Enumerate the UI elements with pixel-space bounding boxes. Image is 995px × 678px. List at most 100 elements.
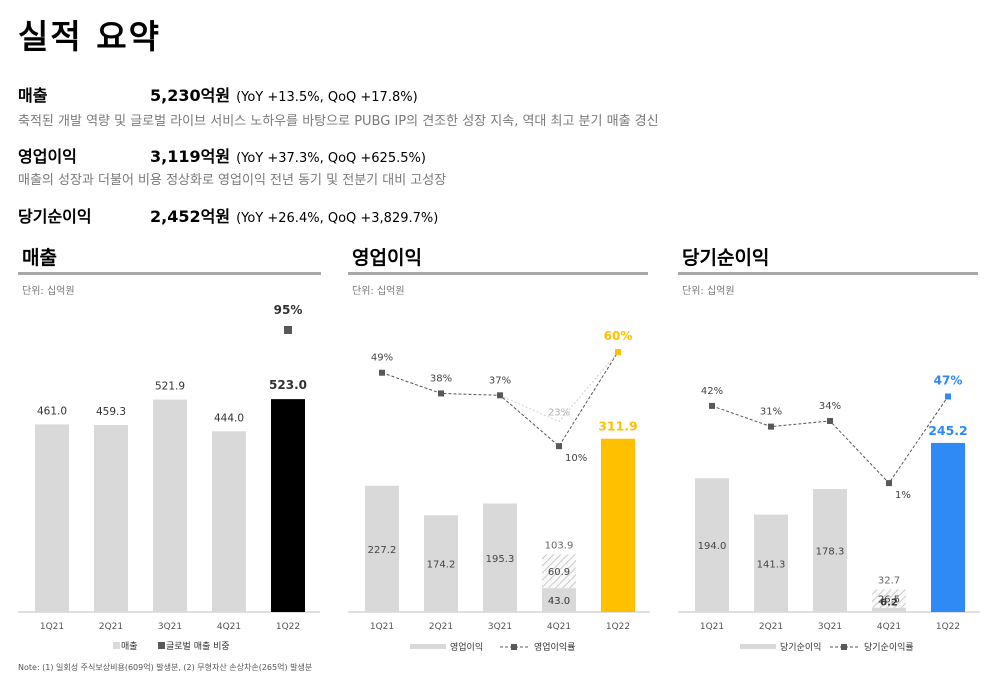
revenue-bar-3Q21 <box>153 399 187 612</box>
net-x-tick-2Q21: 2Q21 <box>759 622 783 632</box>
revenue-x-tick-4Q21: 4Q21 <box>217 622 241 632</box>
revenue-legend-share-label: 글로벌 매출 비중 <box>166 641 230 652</box>
net-x-tick-4Q21: 4Q21 <box>877 622 901 632</box>
net-panel-unit: 단위: 십억원 <box>682 286 735 297</box>
net-bar-3Q21 <box>813 489 847 612</box>
op-legend-line-marker <box>511 644 517 650</box>
revenue-bar-4Q21 <box>212 431 246 612</box>
net-chart: 194.0 1Q21 141.3 2Q21 178.3 3Q21 26.5 32.7 6.2 4Q… <box>678 373 980 653</box>
op-delta: (YoY +37.3%, QoQ +625.5%) <box>236 151 426 166</box>
op-margin-label-1Q21: 49% <box>371 353 393 364</box>
net-summary: 당기순이익 2,452억원 (YoY +26.4%, QoQ +3,829.7%… <box>18 203 438 227</box>
op-margin-point-3Q21 <box>497 392 503 399</box>
revenue-x-tick-2Q21: 2Q21 <box>99 622 123 632</box>
net-margin-point-1Q22 <box>945 393 951 400</box>
net-legend-line-label: 당기순이익률 <box>864 641 914 653</box>
op-legend-line-label: 영업이익률 <box>534 641 575 653</box>
op-label: 영업이익 <box>18 147 77 166</box>
net-delta: (YoY +26.4%, QoQ +3,829.7%) <box>236 211 439 226</box>
op-chart: 227.2 1Q21 174.2 2Q21 195.3 3Q21 60.9 103.9 43.0… <box>348 329 650 653</box>
revenue-chart: 461.0 1Q21 459.3 2Q21 521.9 3Q21 444.0 4Q21 523.… <box>18 303 320 652</box>
page-title: 실적 요약 <box>18 17 161 56</box>
net-value-label-3Q21: 178.3 <box>816 547 845 558</box>
revenue-description: 축적된 개발 역량 및 글로벌 라이브 서비스 노하우를 바탕으로 PUBG I… <box>18 114 659 129</box>
revenue-label: 매출 <box>18 86 48 105</box>
net-margin-label-1Q22: 47% <box>934 373 963 387</box>
net-bar-4Q21 <box>872 607 906 612</box>
revenue-legend-swatch <box>113 642 120 649</box>
op-x-tick-1Q22: 1Q22 <box>606 622 630 632</box>
op-margin-label-4Q21: 10% <box>565 453 587 464</box>
net-margin-label-2Q21: 31% <box>760 407 782 418</box>
op-panel-unit: 단위: 십억원 <box>352 286 405 297</box>
op-adjusted-total-label: 103.9 <box>545 540 574 551</box>
revenue-value: 5,230억원 <box>150 86 231 105</box>
op-legend-bar-label: 영업이익 <box>450 641 483 653</box>
op-one-off-bar <box>542 554 576 589</box>
revenue-value-label-1Q21: 461.0 <box>37 405 67 417</box>
op-value-label-2Q21: 174.2 <box>427 560 456 571</box>
op-bar-3Q21 <box>483 503 517 612</box>
net-value: 2,452억원 <box>150 207 231 226</box>
revenue-x-tick-3Q21: 3Q21 <box>158 622 182 632</box>
revenue-panel-title: 매출 <box>22 247 57 269</box>
op-x-tick-1Q21: 1Q21 <box>370 622 394 632</box>
op-value-label-1Q21: 227.2 <box>368 545 397 556</box>
revenue-delta: (YoY +13.5%, QoQ +17.8%) <box>236 90 418 105</box>
revenue-summary: 매출 5,230억원 (YoY +13.5%, QoQ +17.8%) <box>18 82 418 106</box>
revenue-global-share-label: 95% <box>274 303 303 317</box>
op-summary: 영업이익 3,119억원 (YoY +37.3%, QoQ +625.5%) <box>18 143 426 167</box>
footnote: Note: (1) 일회성 주식보상비용(609억) 발생분, (2) 무형자산… <box>18 663 313 672</box>
net-value-label-2Q21: 141.3 <box>757 559 786 570</box>
revenue-value-label-3Q21: 521.9 <box>155 381 185 393</box>
revenue-value-label-4Q21: 444.0 <box>214 412 244 424</box>
revenue-value-label-2Q21: 459.3 <box>96 406 126 418</box>
op-value: 3,119억원 <box>150 147 231 166</box>
revenue-legend-share-swatch <box>158 642 165 649</box>
net-value-label-4Q21: 6.2 <box>880 598 898 609</box>
op-bar-1Q21 <box>365 485 399 612</box>
net-margin-label-1Q21: 42% <box>701 386 723 397</box>
net-margin-point-1Q21 <box>709 402 715 409</box>
op-panel-title: 영업이익 <box>352 247 422 269</box>
revenue-panel-rule <box>18 272 321 275</box>
net-x-tick-1Q21: 1Q21 <box>700 622 724 632</box>
op-margin-point-4Q21 <box>556 443 562 450</box>
net-margin-point-3Q21 <box>827 417 833 424</box>
op-panel-rule <box>348 272 648 275</box>
net-value-label-1Q21: 194.0 <box>698 541 727 552</box>
op-one-off-label: 60.9 <box>548 567 570 578</box>
revenue-bar-2Q21 <box>94 425 128 612</box>
op-bar-1Q22 <box>601 438 635 612</box>
net-legend-line-marker <box>841 644 847 650</box>
net-margin-label-4Q21: 1% <box>895 490 911 501</box>
net-bar-2Q21 <box>754 514 788 612</box>
op-margin-point-1Q22 <box>615 349 621 355</box>
net-bar-1Q21 <box>695 478 729 612</box>
revenue-x-tick-1Q22: 1Q22 <box>276 622 300 632</box>
op-description: 매출의 성장과 더불어 비용 정상화로 영업이익 전년 동기 및 전분기 대비 … <box>18 173 447 188</box>
op-value-label-4Q21: 43.0 <box>548 596 570 607</box>
op-bar-2Q21 <box>424 515 458 612</box>
revenue-value-label-1Q22: 523.0 <box>269 378 307 392</box>
net-bar-1Q22 <box>931 442 965 612</box>
net-one-off-label: 26.5 <box>878 595 900 606</box>
revenue-global-share-marker <box>284 326 292 334</box>
op-margin-label-3Q21: 37% <box>489 375 511 386</box>
op-value-label-3Q21: 195.3 <box>486 554 515 565</box>
revenue-x-tick-1Q21: 1Q21 <box>40 622 64 632</box>
net-adjusted-total-label: 32.7 <box>878 575 900 586</box>
net-panel-rule <box>678 272 978 275</box>
revenue-bar-1Q22 <box>271 399 305 612</box>
net-legend-bar-label: 당기순이익 <box>780 641 821 653</box>
op-x-tick-3Q21: 3Q21 <box>488 622 512 632</box>
op-margin-label-1Q22: 60% <box>604 329 633 343</box>
op-margin-line <box>381 351 619 447</box>
op-x-tick-2Q21: 2Q21 <box>429 622 453 632</box>
net-margin-point-2Q21 <box>768 423 774 430</box>
net-margin-label-3Q21: 34% <box>819 401 841 412</box>
net-margin-point-4Q21 <box>886 480 892 487</box>
op-margin-label-2Q21: 38% <box>430 373 452 384</box>
revenue-bar-1Q21 <box>35 424 69 612</box>
op-x-tick-4Q21: 4Q21 <box>547 622 571 632</box>
